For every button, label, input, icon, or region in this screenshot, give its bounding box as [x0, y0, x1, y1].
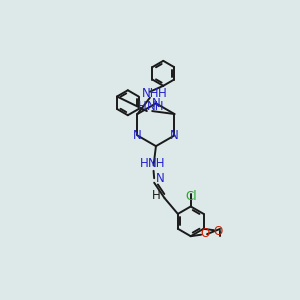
- Text: O: O: [200, 227, 209, 240]
- Text: NH: NH: [148, 157, 165, 169]
- Text: N: N: [152, 97, 160, 110]
- Text: H: H: [138, 100, 147, 113]
- Text: N: N: [156, 172, 165, 185]
- Text: H: H: [140, 157, 148, 169]
- Text: H: H: [158, 87, 167, 100]
- Text: H: H: [152, 189, 161, 202]
- Text: N: N: [170, 129, 179, 142]
- Text: O: O: [213, 225, 222, 238]
- Text: NH: NH: [147, 100, 164, 113]
- Text: NH: NH: [142, 87, 160, 100]
- Text: N: N: [133, 129, 142, 142]
- Text: Cl: Cl: [185, 190, 197, 203]
